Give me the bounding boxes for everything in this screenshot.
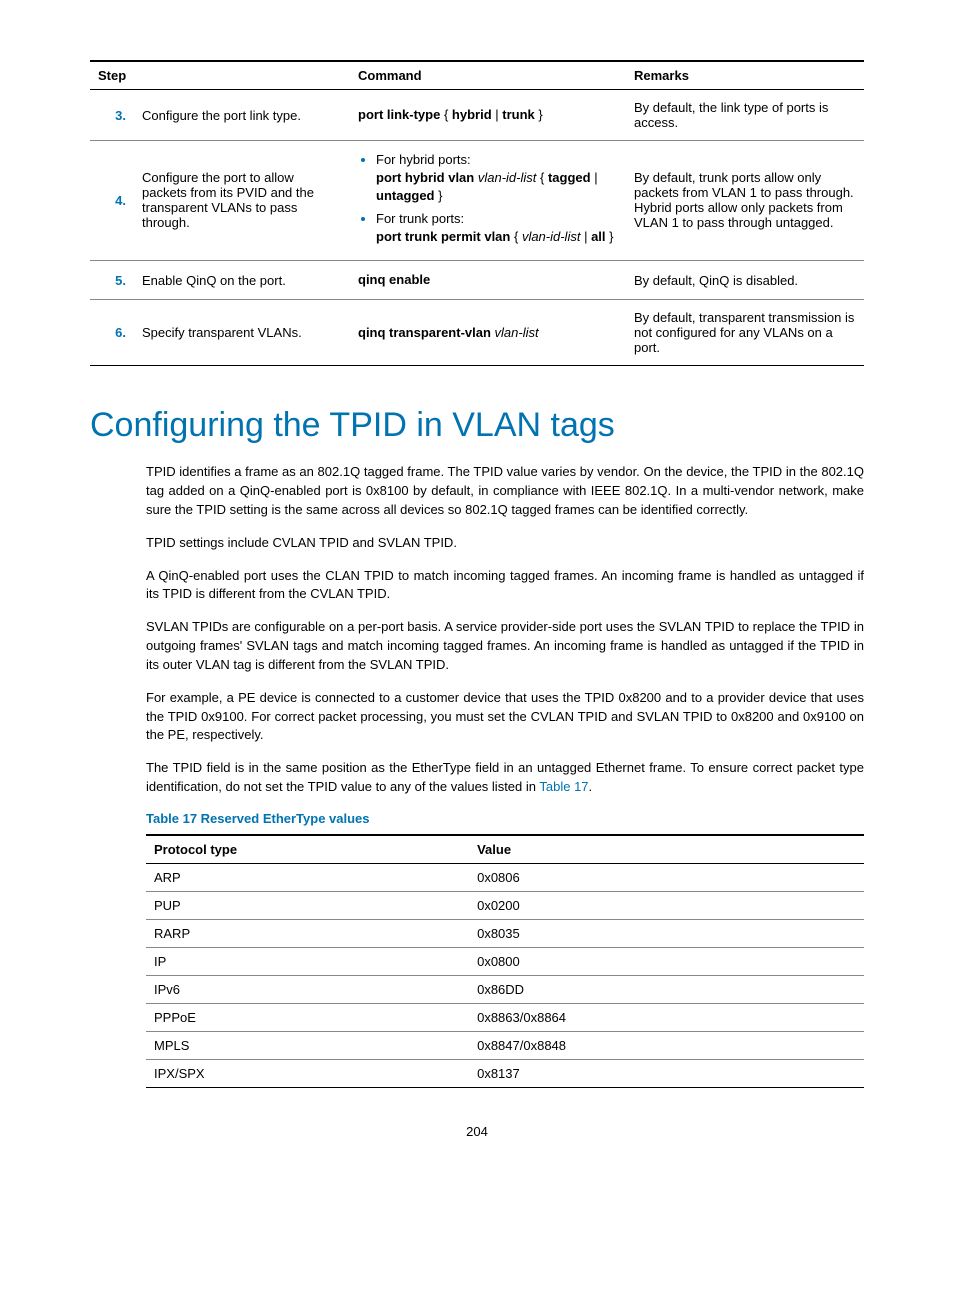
- steps-row: 4.Configure the port to allow packets fr…: [90, 141, 864, 261]
- ether-protocol: IP: [146, 947, 469, 975]
- table-link[interactable]: Table 17: [539, 779, 588, 794]
- ether-value: 0x8847/0x8848: [469, 1031, 864, 1059]
- ether-row: ARP0x0806: [146, 863, 864, 891]
- paragraph: TPID identifies a frame as an 802.1Q tag…: [90, 463, 864, 520]
- ether-row: PPPoE0x8863/0x8864: [146, 1003, 864, 1031]
- paragraph: A QinQ-enabled port uses the CLAN TPID t…: [90, 567, 864, 605]
- step-description: Configure the port link type.: [134, 90, 350, 141]
- page-number: 204: [90, 1124, 864, 1139]
- ether-row: RARP0x8035: [146, 919, 864, 947]
- step-description: Enable QinQ on the port.: [134, 260, 350, 299]
- ether-row: IPv60x86DD: [146, 975, 864, 1003]
- ether-value: 0x0200: [469, 891, 864, 919]
- ether-value: 0x0800: [469, 947, 864, 975]
- step-remarks: By default, transparent transmission is …: [626, 300, 864, 366]
- paragraph: TPID settings include CVLAN TPID and SVL…: [90, 534, 864, 553]
- step-command: port link-type { hybrid | trunk }: [350, 90, 626, 141]
- ether-protocol: MPLS: [146, 1031, 469, 1059]
- ether-value: 0x8137: [469, 1059, 864, 1087]
- ether-value: 0x86DD: [469, 975, 864, 1003]
- step-remarks: By default, QinQ is disabled.: [626, 260, 864, 299]
- step-number: 6.: [90, 300, 134, 366]
- steps-header-remarks: Remarks: [626, 61, 864, 90]
- ether-value: 0x0806: [469, 863, 864, 891]
- ether-value: 0x8863/0x8864: [469, 1003, 864, 1031]
- ether-row: MPLS0x8847/0x8848: [146, 1031, 864, 1059]
- steps-header-step: Step: [90, 61, 350, 90]
- step-number: 4.: [90, 141, 134, 261]
- steps-row: 6.Specify transparent VLANs.qinq transpa…: [90, 300, 864, 366]
- step-remarks: By default, trunk ports allow only packe…: [626, 141, 864, 261]
- paragraph: SVLAN TPIDs are configurable on a per-po…: [90, 618, 864, 675]
- step-command: qinq transparent-vlan vlan-list: [350, 300, 626, 366]
- steps-table: Step Command Remarks 3.Configure the por…: [90, 60, 864, 366]
- ether-protocol: ARP: [146, 863, 469, 891]
- ether-header-value: Value: [469, 835, 864, 864]
- ether-row: IPX/SPX0x8137: [146, 1059, 864, 1087]
- ether-protocol: PUP: [146, 891, 469, 919]
- step-command: For hybrid ports:port hybrid vlan vlan-i…: [350, 141, 626, 261]
- table-caption: Table 17 Reserved EtherType values: [90, 811, 864, 826]
- steps-row: 5.Enable QinQ on the port.qinq enableBy …: [90, 260, 864, 299]
- section-heading: Configuring the TPID in VLAN tags: [90, 406, 864, 445]
- ether-value: 0x8035: [469, 919, 864, 947]
- steps-header-command: Command: [350, 61, 626, 90]
- steps-row: 3.Configure the port link type.port link…: [90, 90, 864, 141]
- step-command: qinq enable: [350, 260, 626, 299]
- step-number: 5.: [90, 260, 134, 299]
- step-remarks: By default, the link type of ports is ac…: [626, 90, 864, 141]
- ether-protocol: RARP: [146, 919, 469, 947]
- ether-header-protocol: Protocol type: [146, 835, 469, 864]
- paragraph-link: The TPID field is in the same position a…: [90, 759, 864, 797]
- ether-protocol: PPPoE: [146, 1003, 469, 1031]
- ether-protocol: IPX/SPX: [146, 1059, 469, 1087]
- ether-protocol: IPv6: [146, 975, 469, 1003]
- ether-row: IP0x0800: [146, 947, 864, 975]
- ethertype-table: Protocol type Value ARP0x0806PUP0x0200RA…: [146, 834, 864, 1088]
- ether-row: PUP0x0200: [146, 891, 864, 919]
- step-number: 3.: [90, 90, 134, 141]
- body-text: TPID identifies a frame as an 802.1Q tag…: [90, 463, 864, 797]
- step-description: Configure the port to allow packets from…: [134, 141, 350, 261]
- paragraph: For example, a PE device is connected to…: [90, 689, 864, 746]
- step-description: Specify transparent VLANs.: [134, 300, 350, 366]
